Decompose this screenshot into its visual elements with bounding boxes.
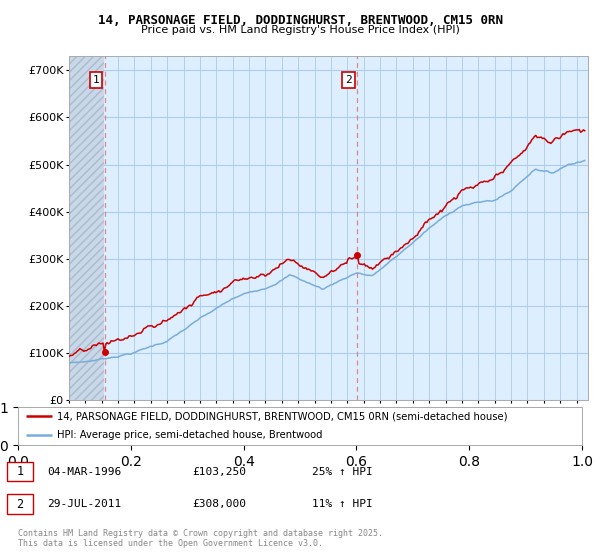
Text: 2: 2 [345, 75, 352, 85]
Text: £103,250: £103,250 [192, 466, 246, 477]
Text: 1: 1 [16, 465, 23, 478]
Text: 11% ↑ HPI: 11% ↑ HPI [312, 499, 373, 509]
Text: 25% ↑ HPI: 25% ↑ HPI [312, 466, 373, 477]
Text: £308,000: £308,000 [192, 499, 246, 509]
Bar [69, 56, 104, 400]
Text: 14, PARSONAGE FIELD, DODDINGHURST, BRENTWOOD, CM15 0RN: 14, PARSONAGE FIELD, DODDINGHURST, BRENT… [97, 14, 503, 27]
Text: Price paid vs. HM Land Registry's House Price Index (HPI): Price paid vs. HM Land Registry's House … [140, 25, 460, 35]
Text: 14, PARSONAGE FIELD, DODDINGHURST, BRENTWOOD, CM15 0RN (semi-detached house): 14, PARSONAGE FIELD, DODDINGHURST, BRENT… [58, 411, 508, 421]
Text: 2: 2 [16, 497, 23, 511]
Text: Contains HM Land Registry data © Crown copyright and database right 2025.
This d: Contains HM Land Registry data © Crown c… [18, 529, 383, 548]
Text: 29-JUL-2011: 29-JUL-2011 [47, 499, 121, 509]
Text: 1: 1 [93, 75, 100, 85]
Text: HPI: Average price, semi-detached house, Brentwood: HPI: Average price, semi-detached house,… [58, 430, 323, 440]
Text: 04-MAR-1996: 04-MAR-1996 [47, 466, 121, 477]
